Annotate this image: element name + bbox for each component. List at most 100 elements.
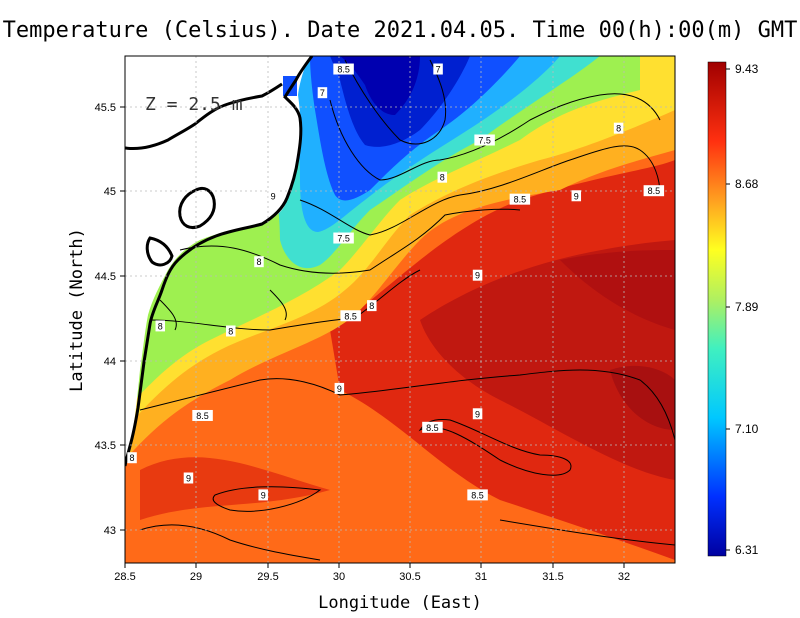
contour-label-box (226, 325, 236, 337)
contour-label-text: 7.5 (337, 234, 350, 244)
colorbar-gradient (707, 61, 727, 557)
contour-label: 9 (571, 190, 582, 202)
contour-label-text: 9 (574, 191, 579, 201)
contour-label: 8 (367, 300, 377, 312)
contour-label-box (472, 269, 483, 281)
contour-label: 9 (472, 408, 483, 420)
contour-label-box (333, 63, 354, 75)
contour-label-text: 7 (436, 65, 441, 75)
contour-label-box (192, 409, 213, 421)
contour-label-box (254, 256, 264, 268)
contour-label-box (258, 489, 268, 501)
colorbar-tick-label: 6.31 (735, 543, 759, 557)
contour-label-box (509, 193, 531, 205)
contour-label-text: 9 (337, 384, 342, 394)
contour-label-box (472, 408, 483, 420)
contour-label: 9 (472, 269, 483, 281)
contour-label-text: 9 (271, 191, 276, 201)
x-tick-label: 29.5 (257, 571, 278, 583)
contour-label-box (474, 134, 495, 146)
contour-label-text: 8 (616, 124, 621, 134)
y-axis-title: Latitude (North) (67, 228, 87, 392)
grid-lines (125, 56, 675, 563)
contour-label: 8.5 (192, 409, 213, 421)
colorbar: 9.43 8.68 7.89 7.10 6.31 (707, 61, 759, 557)
y-tick-label: 45.5 (95, 102, 116, 114)
contour-label-text: 9 (475, 271, 480, 281)
contour-label: 8.5 (509, 193, 531, 205)
contour-label: 8 (437, 171, 448, 183)
x-tick-label: 32 (618, 571, 630, 583)
coastline (125, 56, 314, 467)
contour-label: 9 (183, 472, 194, 484)
contour-label: 8.5 (467, 489, 488, 501)
x-tick-label: 31 (475, 571, 487, 583)
contour-label-text: 8 (369, 301, 374, 311)
contour-label-box (340, 310, 361, 322)
colorbar-tick-label: 7.89 (735, 300, 759, 314)
contour-label-text: 8 (440, 173, 445, 183)
contour-label: 9 (334, 382, 345, 394)
contour-label-box (422, 421, 443, 433)
x-axis-title: Longitude (East) (318, 593, 482, 613)
contour-label-text: 9 (261, 490, 266, 500)
contour-label-text: 8.5 (196, 411, 209, 421)
contour-label-text: 8 (256, 257, 261, 267)
contour-label-box (571, 190, 582, 202)
y-tick-label: 44.5 (95, 271, 116, 283)
contour-label: 8 (254, 256, 264, 268)
contour-label: 8.5 (422, 421, 443, 433)
contour-label-box (433, 63, 443, 75)
contour-label-box (155, 320, 166, 332)
contour-label-text: 9 (475, 409, 480, 419)
contour-label-text: 8.5 (426, 423, 439, 433)
x-axis: 28.5 29 29.5 30 30.5 31 31.5 32 Longitud… (114, 563, 630, 613)
contour-label: 8 (127, 452, 137, 464)
contour-label-box (333, 232, 354, 244)
contour-label: 7 (433, 63, 443, 75)
contour-label: 8.5 (333, 63, 354, 75)
x-tick-label: 30.5 (399, 571, 420, 583)
contour-label-text: 8 (130, 453, 135, 463)
contour-label-box (183, 472, 194, 484)
contour-label-box (437, 171, 448, 183)
contour-label: 9 (258, 489, 268, 501)
contour-label-box (268, 190, 278, 202)
y-axis: 43 43.5 44 44.5 45 45.5 Latitude (North) (67, 102, 125, 537)
contour-label-box (334, 382, 345, 394)
colorbar-tick-label: 7.10 (735, 422, 759, 436)
contour-label: 8 (226, 325, 236, 337)
y-tick-label: 43 (104, 525, 116, 537)
x-tick-label: 28.5 (114, 571, 135, 583)
contour-label-box (467, 489, 488, 501)
contour-label: 8 (155, 320, 166, 332)
y-tick-label: 45 (104, 186, 116, 198)
contour-label-text: 8.5 (514, 195, 527, 205)
colorbar-tick-label: 8.68 (735, 177, 759, 191)
contour-label-text: 8.5 (471, 490, 484, 500)
contour-label: 7.5 (474, 134, 495, 146)
contour-label-box (127, 452, 137, 464)
contour-label-box (317, 87, 328, 99)
contour-label-text: 7.5 (478, 136, 491, 146)
contour-labels: 8.5 7 7 7.5 8 8 8.5 9 8.5 9 7.5 8 9 8 8.5 8 8 9 8.5 9 8.5 8 9 9… (127, 63, 665, 501)
contour-label-text: 8 (228, 326, 233, 336)
contour-label: 8.5 (643, 185, 665, 197)
contour-label: 9 (268, 190, 278, 202)
x-tick-label: 30 (333, 571, 345, 583)
temperature-field (125, 56, 675, 563)
contour-label: 8.5 (340, 310, 361, 322)
contour-label-box (367, 300, 377, 312)
plot-frame (124, 55, 676, 564)
y-tick-label: 44 (104, 356, 116, 368)
contour-label: 7 (317, 87, 328, 99)
contour-label-text: 8.5 (337, 65, 350, 75)
map-title: Temperature (Celsius). Date 2021.04.05. … (2, 18, 798, 43)
contour-label: 8 (613, 122, 624, 134)
x-tick-label: 29 (190, 571, 202, 583)
y-tick-label: 43.5 (95, 440, 116, 452)
contour-label-text: 8.5 (344, 311, 357, 321)
contour-label-text: 9 (186, 474, 191, 484)
contour-label-text: 8.5 (648, 186, 661, 196)
